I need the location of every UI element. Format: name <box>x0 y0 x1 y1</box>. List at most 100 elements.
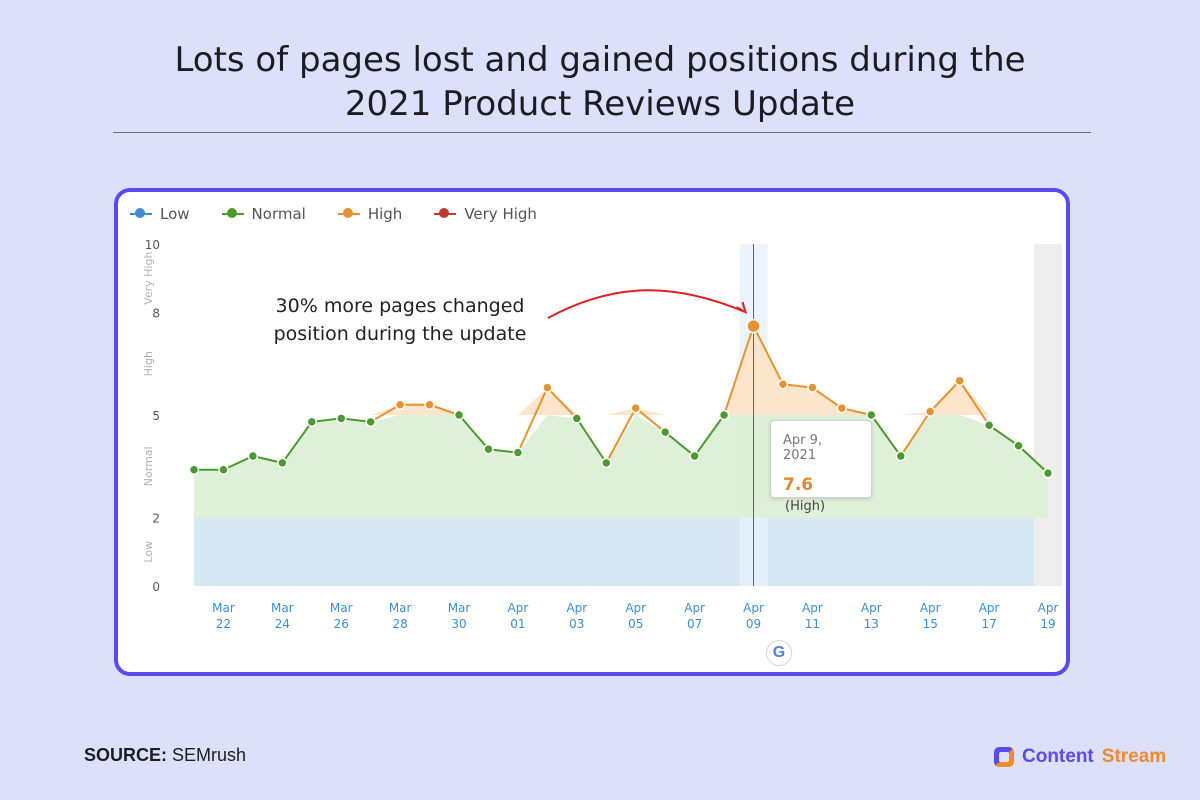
data-point <box>659 426 671 438</box>
data-point <box>777 378 789 390</box>
series-segment <box>546 386 578 420</box>
x-tick-day: 09 <box>746 617 761 631</box>
line-chart: 0 2 5 8 10 Low Normal High Very High Mar 22 Mar 24 Ma… <box>142 238 1062 631</box>
data-point <box>895 450 907 462</box>
x-tick-month: Apr <box>625 601 646 615</box>
series-segment <box>693 414 725 457</box>
tooltip-value: 7.6 <box>783 475 814 495</box>
series-segment <box>575 417 608 464</box>
series-segment <box>635 407 666 433</box>
brand-mark-icon <box>994 747 1014 767</box>
series-segment <box>929 380 961 413</box>
source-credit: SOURCE: SEMrush <box>84 745 246 766</box>
x-tick-day: 17 <box>981 617 996 631</box>
series-segment <box>223 455 254 471</box>
series-segment <box>811 386 843 409</box>
data-point <box>866 409 877 421</box>
legend-label-high: High <box>367 205 403 223</box>
series-segment <box>752 325 784 385</box>
x-tick-day: 07 <box>687 617 702 631</box>
y-tick-label: 0 <box>152 580 160 594</box>
data-point <box>630 402 641 414</box>
y-tick-label: 2 <box>152 512 160 526</box>
data-point <box>394 399 406 410</box>
y-tick-label: 5 <box>152 409 160 423</box>
data-point <box>601 457 612 469</box>
x-tick-day: 13 <box>864 617 879 631</box>
data-point <box>1042 467 1054 479</box>
tooltip-level: (High) <box>785 499 826 514</box>
x-tick-day: 26 <box>334 617 349 631</box>
x-tick-month: Mar <box>271 601 294 615</box>
x-tick-month: Apr <box>684 601 705 615</box>
x-tick-month: Mar <box>448 601 471 615</box>
legend-label-normal: Normal <box>251 205 306 223</box>
data-point <box>983 420 995 431</box>
legend-marker-normal <box>221 208 244 218</box>
series-segment <box>281 421 313 464</box>
data-point <box>746 318 761 334</box>
data-point <box>689 450 700 462</box>
legend-item-normal[interactable]: Normal <box>221 205 306 223</box>
data-point <box>512 447 524 458</box>
brand-word-content: Content <box>1022 746 1094 767</box>
data-tooltip: Apr 9, 2021 7.6 (High) <box>770 420 872 514</box>
y-tick-label: 8 <box>152 306 160 320</box>
x-tick-day: 11 <box>805 617 820 631</box>
x-tick-day: 28 <box>392 617 407 631</box>
x-tick-day: 15 <box>923 617 938 631</box>
data-point <box>807 382 818 393</box>
x-tick-month: Apr <box>802 601 823 615</box>
x-tick-month: Mar <box>330 601 353 615</box>
legend-item-low[interactable]: Low <box>130 205 190 223</box>
data-point <box>483 443 494 455</box>
series-segment <box>870 414 902 457</box>
area-normal <box>194 415 1048 518</box>
data-point <box>836 402 848 414</box>
data-point <box>1013 440 1024 452</box>
data-point <box>335 413 347 424</box>
google-g-icon[interactable]: G <box>766 640 792 666</box>
brand-logo: Content Stream <box>994 746 1166 768</box>
x-tick-month: Mar <box>389 601 412 615</box>
legend: Low Normal High Very High <box>130 202 537 226</box>
series-segment <box>1017 445 1049 474</box>
x-tick-day: 22 <box>216 617 231 631</box>
data-point <box>542 382 553 393</box>
data-point <box>954 375 965 387</box>
x-tick-month: Apr <box>920 601 941 615</box>
area-high <box>194 326 1048 415</box>
x-tick-month: Apr <box>1038 601 1059 615</box>
series-segment <box>958 380 990 426</box>
chart-card: Low Normal High Very High 0 2 5 8 10 Low Norma… <box>114 188 1070 676</box>
band-low <box>194 517 1048 586</box>
data-point <box>218 464 229 475</box>
x-tick-month: Apr <box>566 601 587 615</box>
x-tick-day: 01 <box>510 617 525 631</box>
x-tick-day: 30 <box>451 617 466 631</box>
series-segment <box>988 424 1020 447</box>
legend-marker-low <box>130 208 152 218</box>
title-divider <box>113 132 1091 133</box>
data-point <box>453 409 465 421</box>
annotation-text: 30% more pages changed position during t… <box>240 292 560 348</box>
legend-item-high[interactable]: High <box>337 205 403 223</box>
legend-label-low: Low <box>160 205 190 223</box>
annotation-arrow-head <box>736 301 748 315</box>
legend-item-very-high[interactable]: Very High <box>434 205 537 223</box>
x-tick-day: 03 <box>569 617 584 631</box>
x-tick-day: 24 <box>275 617 290 631</box>
x-tick-month: Apr <box>979 601 1000 615</box>
x-tick-month: Apr <box>743 601 764 615</box>
data-point <box>424 399 435 410</box>
x-tick-day: 05 <box>628 617 643 631</box>
series-segment <box>370 403 401 423</box>
series-segment <box>458 414 490 450</box>
legend-label-very-high: Very High <box>464 205 537 223</box>
annotation-arrow <box>547 289 746 319</box>
y-tick-label: 10 <box>145 238 160 252</box>
title-line-1: Lots of pages lost and gained positions … <box>174 40 1026 80</box>
series-segment <box>605 407 637 464</box>
x-tick-day: 19 <box>1040 617 1055 631</box>
data-point <box>306 416 318 428</box>
